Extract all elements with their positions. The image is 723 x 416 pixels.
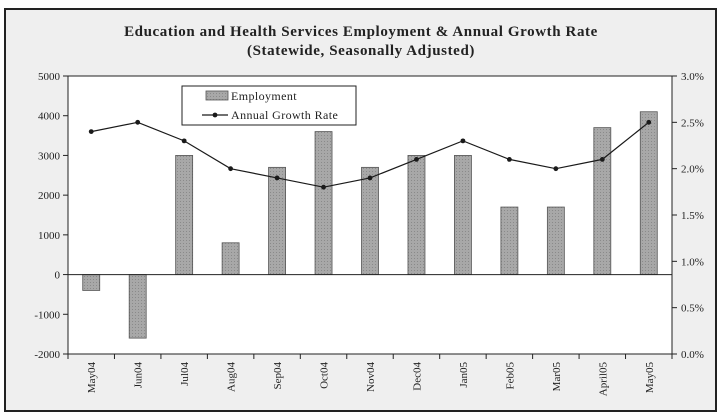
x-tick-label: Feb05 — [504, 362, 516, 390]
legend: Employment Annual Growth Rate — [181, 85, 357, 126]
right-tick-label: 3.0% — [681, 71, 704, 83]
bar-Nov04 — [361, 166, 379, 275]
legend-swatch-employment — [205, 90, 229, 101]
growth-point-Feb05 — [506, 157, 512, 162]
legend-label-growth: Annual Growth Rate — [231, 108, 338, 122]
right-tick-label: 1.5% — [681, 210, 704, 222]
x-tick-label: April05 — [597, 362, 609, 397]
bars-group — [82, 111, 658, 339]
x-tick-label: Oct04 — [319, 362, 331, 389]
left-tick-label: 1000 — [38, 230, 61, 242]
bar-Oct04 — [314, 131, 333, 275]
growth-point-Jun04 — [135, 119, 141, 125]
right-tick-label: 1.0% — [681, 256, 704, 268]
left-tick-label: -2000 — [34, 349, 60, 361]
growth-point-May05 — [646, 119, 652, 125]
bar-May05 — [639, 111, 658, 275]
growth-point-Mar05 — [553, 166, 559, 172]
right-tick-label: 0.0% — [681, 349, 704, 361]
growth-point-Sep04 — [274, 175, 280, 181]
x-tick-label: Jan05 — [458, 362, 470, 388]
x-tick-label: May05 — [644, 362, 656, 394]
left-tick-label: 0 — [55, 270, 61, 282]
left-tick-label: 3000 — [38, 150, 61, 162]
chart-subtitle: (Statewide, Seasonally Adjusted) — [247, 43, 475, 59]
bar-Feb05 — [500, 206, 519, 275]
bar-Jul04 — [175, 155, 194, 275]
left-axis-ticks: -2000 -1000 0 1000 2000 3000 4000 5000 — [34, 71, 68, 361]
right-axis-ticks: 0.0% 0.5% 1.0% 1.5% 2.0% 2.5% 3.0% — [672, 71, 704, 361]
x-tick-label: Dec04 — [411, 362, 423, 391]
x-tick-label: Aug04 — [226, 362, 238, 392]
bar-Jun04 — [128, 274, 147, 339]
x-tick-label: Nov04 — [365, 362, 377, 392]
bar-Dec04 — [407, 155, 426, 275]
bar-Sep04 — [268, 166, 286, 275]
growth-point-Dec04 — [414, 157, 419, 162]
growth-point-Jul04 — [181, 138, 187, 144]
growth-line-group — [88, 119, 652, 190]
bar-Jan05 — [454, 155, 472, 275]
left-tick-label: 4000 — [38, 111, 61, 123]
x-tick-label: Jul04 — [179, 362, 191, 386]
right-tick-label: 0.5% — [681, 303, 704, 315]
bar-May04 — [82, 274, 101, 291]
x-axis-ticks: May04 Jun04 Jul04 Aug04 Sep04 Oct04 Nov04 Dec04… — [67, 354, 673, 397]
x-tick-label: Jun04 — [133, 362, 145, 389]
x-tick-label: Sep04 — [272, 362, 284, 390]
left-tick-label: -1000 — [34, 309, 60, 321]
legend-swatch-growth-marker — [212, 112, 218, 118]
right-tick-label: 2.5% — [681, 117, 704, 129]
growth-point-Oct04 — [321, 184, 326, 190]
x-tick-label: May04 — [86, 362, 98, 394]
chart-title: Education and Health Services Employment… — [124, 24, 598, 40]
left-tick-label: 5000 — [38, 71, 61, 83]
growth-point-Nov04 — [367, 175, 373, 181]
bar-Mar05 — [546, 206, 565, 275]
growth-point-April05 — [599, 157, 605, 162]
growth-point-Jan05 — [460, 138, 466, 144]
bar-April05 — [593, 127, 612, 275]
x-tick-label: Mar05 — [551, 362, 563, 392]
legend-label-employment: Employment — [231, 89, 297, 103]
growth-point-May04 — [88, 129, 94, 135]
bar-Aug04 — [221, 242, 240, 275]
growth-point-Aug04 — [228, 166, 234, 172]
left-tick-label: 2000 — [38, 190, 61, 202]
right-tick-label: 2.0% — [681, 164, 704, 176]
